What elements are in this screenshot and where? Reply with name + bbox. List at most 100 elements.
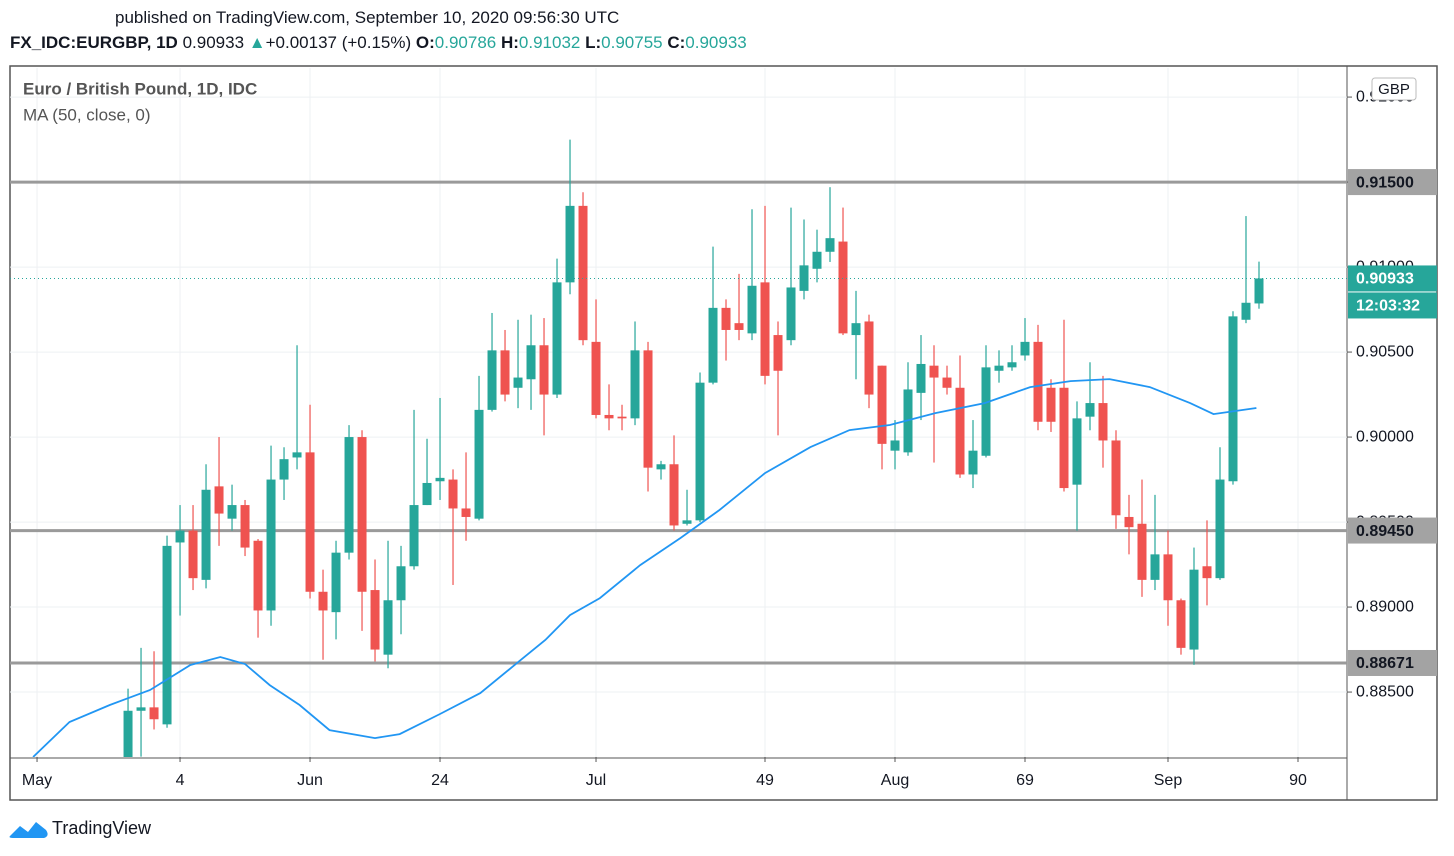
candle-body bbox=[656, 464, 666, 470]
candle-body bbox=[942, 377, 952, 388]
candle-body bbox=[175, 530, 185, 543]
candle-body bbox=[487, 350, 497, 410]
candle-body bbox=[773, 335, 783, 371]
candle-body bbox=[1241, 302, 1251, 320]
change-arrow: ▲ bbox=[248, 33, 266, 52]
candle-body bbox=[448, 479, 458, 509]
candle-body bbox=[799, 265, 809, 291]
candle-body bbox=[1189, 569, 1199, 650]
candle-body bbox=[240, 505, 250, 548]
countdown-label: 12:03:32 bbox=[1356, 298, 1420, 315]
candle-body bbox=[1176, 600, 1186, 648]
change: +0.00137 (+0.15%) bbox=[265, 33, 412, 52]
candle-body bbox=[760, 282, 770, 376]
last-price: 0.90933 bbox=[182, 33, 245, 52]
moving-average bbox=[32, 378, 1257, 757]
candle-body bbox=[526, 345, 536, 380]
x-tick-label: Sep bbox=[1154, 772, 1183, 789]
candle-body bbox=[227, 505, 237, 519]
y-tick-label: 0.89000 bbox=[1356, 598, 1414, 615]
candle-body bbox=[396, 566, 406, 601]
candle-body bbox=[929, 365, 939, 378]
candle-body bbox=[162, 545, 172, 725]
candle-body bbox=[682, 520, 692, 524]
chart-frame bbox=[9, 65, 1438, 801]
candle-body bbox=[344, 437, 354, 553]
candle-body bbox=[136, 707, 146, 711]
last-price-box bbox=[1348, 265, 1437, 292]
candle-body bbox=[786, 287, 796, 341]
price-box-label: 0.91500 bbox=[1356, 174, 1414, 191]
symbol: FX_IDC:EURGBP, 1D bbox=[10, 33, 178, 52]
close-value: 0.90933 bbox=[685, 33, 747, 52]
candle-body bbox=[1254, 278, 1264, 304]
candle-body bbox=[370, 590, 380, 650]
candle-body bbox=[1059, 387, 1069, 489]
candle-body bbox=[1098, 403, 1108, 441]
y-tick-label: 0.90000 bbox=[1356, 428, 1414, 445]
x-tick-label: Jun bbox=[297, 772, 323, 789]
x-tick-label: Aug bbox=[881, 772, 909, 789]
high-value: 0.91032 bbox=[518, 33, 581, 52]
candle-body bbox=[305, 452, 315, 592]
candle-body bbox=[565, 205, 575, 283]
candle-body bbox=[266, 479, 276, 611]
candle-body bbox=[331, 552, 341, 613]
candle-body bbox=[669, 464, 679, 526]
candle-body bbox=[1215, 479, 1225, 579]
countdown-box bbox=[1348, 292, 1437, 319]
candle-body bbox=[747, 285, 757, 334]
candle-body bbox=[708, 307, 718, 383]
candle-body bbox=[539, 345, 549, 395]
candle-body bbox=[825, 238, 835, 252]
candle-body bbox=[695, 382, 705, 521]
candle-body bbox=[474, 409, 484, 519]
high-label: H: bbox=[500, 33, 519, 52]
price-box-label: 0.89450 bbox=[1356, 523, 1414, 540]
candle-body bbox=[149, 707, 159, 720]
logo-icon bbox=[9, 822, 48, 838]
axes: 0.885000.890000.895000.900000.905000.910… bbox=[22, 77, 1437, 789]
currency-label: GBP bbox=[1378, 81, 1410, 98]
candle-body bbox=[435, 477, 445, 482]
candle-body bbox=[1202, 566, 1212, 579]
candle-body bbox=[864, 321, 874, 395]
candle-body bbox=[1228, 316, 1238, 482]
candle-body bbox=[461, 508, 471, 517]
candle-body bbox=[721, 307, 731, 330]
candle-body bbox=[1111, 440, 1121, 516]
candle-body bbox=[201, 489, 211, 580]
candle-body bbox=[318, 591, 328, 611]
candle-body bbox=[1033, 341, 1043, 422]
candle-body bbox=[877, 365, 887, 444]
candle-body bbox=[630, 350, 640, 419]
candle-body bbox=[1085, 403, 1095, 417]
candle-body bbox=[591, 341, 601, 415]
candle-body bbox=[383, 600, 393, 655]
candle-body bbox=[1072, 418, 1082, 485]
x-tick-label: Jul bbox=[586, 772, 606, 789]
candle-body bbox=[604, 414, 614, 419]
candle-body bbox=[578, 205, 588, 341]
candle-body bbox=[916, 363, 926, 393]
candle-body bbox=[1163, 554, 1173, 601]
candle-body bbox=[890, 440, 900, 451]
candle-body bbox=[279, 459, 289, 480]
price-box bbox=[1348, 649, 1437, 676]
candle-body bbox=[955, 387, 965, 475]
candle-body bbox=[188, 530, 198, 579]
low-label: L: bbox=[585, 33, 602, 52]
open-value: 0.90786 bbox=[434, 33, 497, 52]
candle-body bbox=[1137, 523, 1147, 580]
candle-body bbox=[513, 377, 523, 388]
candle-body bbox=[812, 251, 822, 269]
last-price-label: 0.90933 bbox=[1356, 271, 1414, 288]
ohlc-line: FX_IDC:EURGBP, 1D 0.90933 ▲+0.00137 (+0.… bbox=[10, 33, 747, 53]
close-label: C: bbox=[667, 33, 686, 52]
x-tick-label: 69 bbox=[1016, 772, 1034, 789]
candle-body bbox=[214, 486, 224, 514]
candle-body bbox=[552, 282, 562, 395]
y-tick-label: 0.88500 bbox=[1356, 683, 1414, 700]
